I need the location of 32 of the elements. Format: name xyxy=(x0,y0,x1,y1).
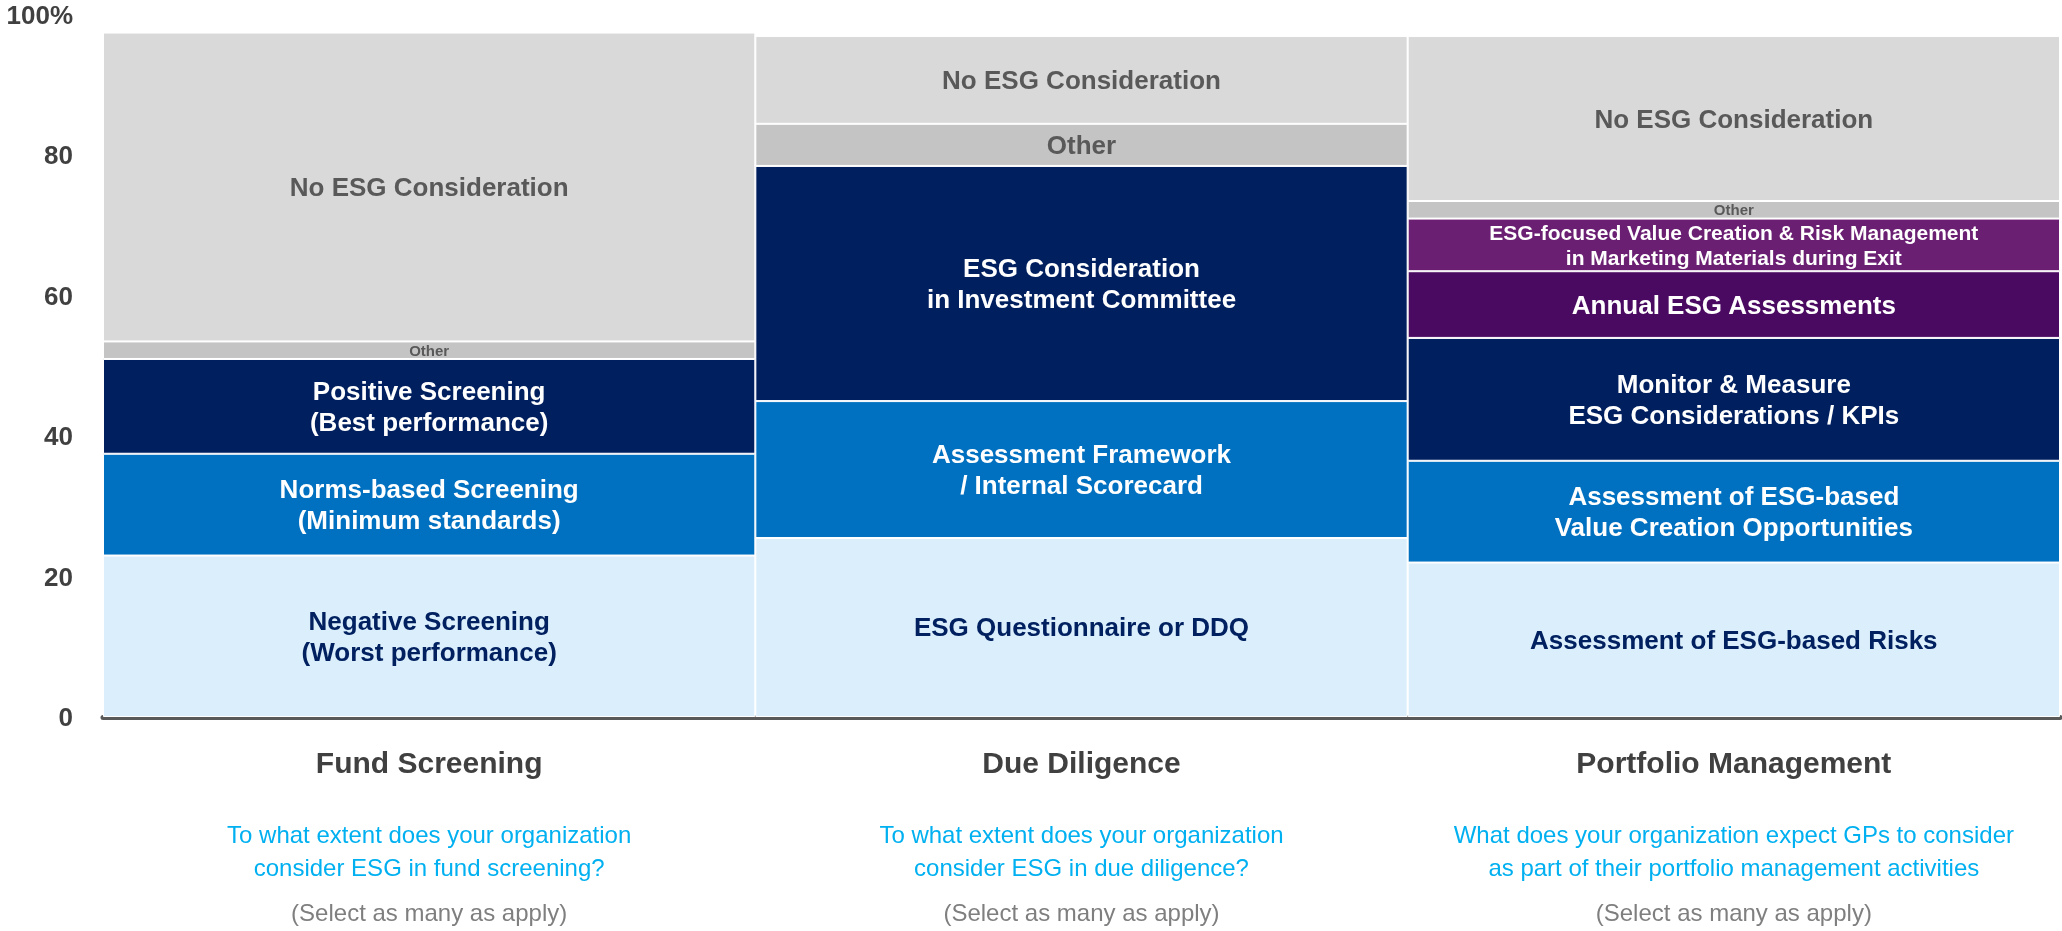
series-label: ESG Consideration in Investment Committee xyxy=(926,253,1237,315)
y-tick-label: 20 xyxy=(44,561,73,592)
text: To what extent does your organization consider ESG in fund screening? xyxy=(227,821,632,881)
series-label: Annual ESG Assessments xyxy=(1571,289,1896,320)
text: No ESG Consideration xyxy=(1594,103,1874,134)
series-label: ESG Questionnaire or DDQ xyxy=(913,612,1250,643)
series-label: Assessment Framework / Internal Scorecard xyxy=(931,439,1232,501)
text: Other xyxy=(1046,129,1117,160)
series-label: Monitor & Measure ESG Considerations / KPIs xyxy=(1568,368,1900,430)
x-tick-label: Due Diligence xyxy=(982,745,1181,779)
y-tick-label: 60 xyxy=(44,280,73,311)
y-tick-label: 0 xyxy=(58,702,73,732)
text: (Select as many as apply) xyxy=(943,899,1220,926)
text: (Select as many as apply) xyxy=(1595,899,1872,926)
y-tick-label: 40 xyxy=(44,421,73,452)
x-tick-label: Portfolio Management xyxy=(1576,745,1892,779)
text: (Select as many as apply) xyxy=(291,899,568,926)
series-label: Positive Screening (Best performance) xyxy=(309,375,549,437)
text: No ESG Consideration xyxy=(289,171,569,202)
text: Other xyxy=(1713,201,1754,219)
x-tick-label: Fund Screening xyxy=(315,745,543,779)
series-label: ESG-focused Value Creation & Risk Management in Marketing Materials during Exit xyxy=(1489,220,1979,269)
series-label: Norms-based Screening (Minimum standards) xyxy=(279,474,579,536)
y-tick-label: 100% xyxy=(6,0,73,30)
series-label: Assessment of ESG-based Risks xyxy=(1530,624,1938,655)
text: To what extent does your organization consider ESG in due diligence? xyxy=(879,821,1284,881)
series-label: Other xyxy=(409,341,450,359)
series-label: No ESG Consideration xyxy=(942,64,1221,95)
y-tick-label: 80 xyxy=(44,140,73,171)
series-label: Negative Screening (Worst performance) xyxy=(301,605,557,667)
text: What does your organization expect GPs to consider as part of their portfolio management activities xyxy=(1453,821,2014,881)
series-label: Assessment of ESG-based Value Creation Opportunities xyxy=(1554,481,1913,543)
